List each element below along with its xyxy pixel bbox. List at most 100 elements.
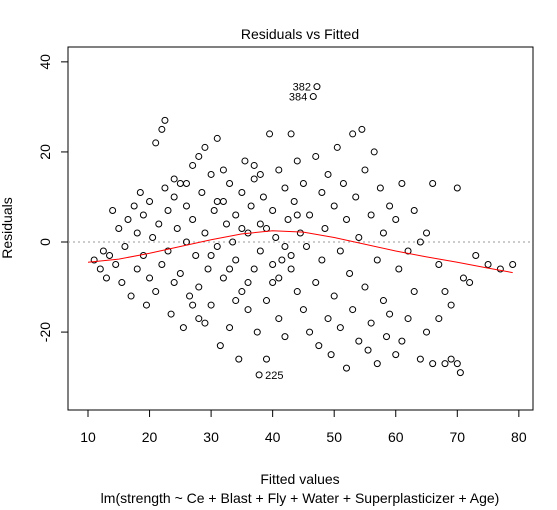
point [222,220,230,228]
point [99,247,107,255]
chart-title: Residuals vs Fitted [241,26,359,42]
point [170,279,178,287]
point [358,125,366,133]
point [241,157,249,165]
x-tick-label: 30 [203,429,219,445]
point [281,243,289,251]
point [398,337,406,345]
point [182,179,190,187]
point [269,206,277,214]
point [272,234,280,242]
point [370,148,378,156]
point [336,324,344,332]
point [423,229,431,237]
point [164,206,172,214]
point [313,83,321,91]
point [306,328,314,336]
point [367,211,375,219]
point [219,274,227,282]
point [186,292,194,300]
point [303,243,311,251]
point [213,134,221,142]
point [238,225,246,232]
point [312,279,320,287]
point [170,175,178,183]
point [352,193,360,201]
point [423,328,431,336]
point [213,197,221,205]
point [410,288,418,296]
point [364,346,372,354]
point [115,225,123,232]
point [158,125,166,133]
point [278,256,286,264]
point [336,247,344,255]
point-label: 225 [265,370,283,382]
point [121,243,129,251]
point [330,292,338,300]
point [189,215,197,223]
point [287,265,295,273]
point [367,319,375,327]
point [287,130,295,138]
point [130,202,138,210]
point [269,261,277,269]
point [429,360,437,368]
point [361,166,369,174]
point [339,179,347,187]
point [179,324,187,332]
point [201,143,209,151]
point [189,301,197,309]
point [496,265,504,273]
point [146,274,154,282]
point [262,225,270,232]
x-tick-label: 10 [80,429,96,445]
point [318,256,326,264]
point [204,265,212,273]
point [259,193,267,201]
point [299,306,307,314]
point [235,355,243,363]
point [256,220,264,228]
point [161,184,169,192]
point [435,315,443,323]
point [284,215,292,223]
point [146,197,154,205]
point [262,355,270,363]
point [324,170,332,178]
point [164,247,172,255]
point [229,238,237,246]
point [219,166,227,174]
point [327,351,335,359]
point [102,274,110,282]
point [182,202,190,210]
x-tick-label: 80 [511,429,527,445]
point [349,306,357,314]
point [435,261,443,269]
point [441,288,449,296]
point [287,252,295,260]
point [275,315,283,323]
y-tick-label: 0 [37,238,53,246]
point [373,256,381,264]
point [447,301,455,309]
point [207,170,215,178]
point [250,265,258,273]
point [152,288,160,296]
point [201,229,209,237]
subtitle: lm(strength ~ Ce + Blast + Fly + Water +… [101,490,500,506]
x-tick-label: 20 [142,429,158,445]
point [281,333,289,341]
point [256,247,264,255]
point [255,371,263,379]
point [226,179,234,187]
point [142,301,150,309]
point [118,279,126,287]
x-tick-label: 40 [265,429,281,445]
point [321,225,329,232]
point [416,355,424,363]
x-tick-label: 50 [326,429,342,445]
point [201,319,209,327]
point [253,328,261,336]
point [262,297,270,305]
